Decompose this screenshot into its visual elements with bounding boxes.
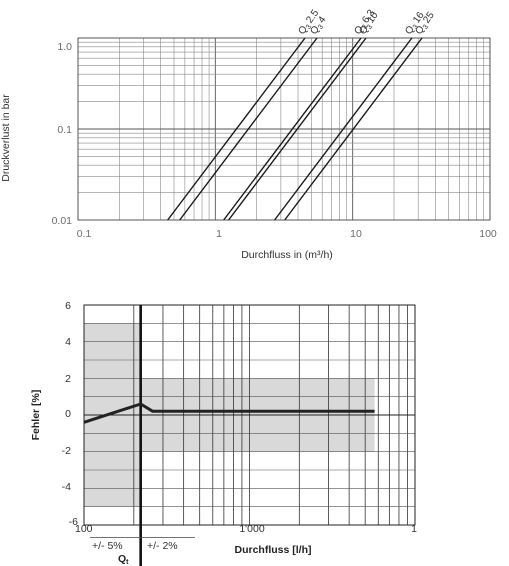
top-plot-frame [77,37,491,221]
bottom-y-tick-3: 0 [65,408,71,420]
top-series-group [167,37,423,221]
q-sub: t [126,559,129,566]
bottom-y-tick-1: 4 [65,336,71,348]
bottom-y-tick-6: -6 [69,516,78,528]
bottom-y-axis-label: Fehler [%] [30,390,42,441]
transition-flow-label: Qt [118,553,129,566]
top-x-axis-label: Durchfluss in (m³/h) [241,249,333,261]
bottom-y-tick-0: 6 [65,300,71,312]
top-series-line-2 [223,37,362,221]
error-curve [83,402,375,424]
q-main: Q [118,553,126,565]
bottom-x-tick-1: 1'000 [239,523,265,535]
top-x-tick-2: 10 [350,228,362,240]
bottom-plot-frame [83,304,416,526]
top-grid [78,38,490,220]
top-y-tick-2: 1.0 [57,41,72,53]
top-x-tick-0: 0.1 [77,228,92,240]
bottom-y-tick-5: -4 [62,481,71,493]
top-series-line-5 [284,37,423,221]
left-tolerance-label: +/- 5% [92,540,123,552]
top-series-line-0 [167,37,306,221]
bottom-y-tick-2: 2 [65,373,71,385]
top-y-tick-0: 0.01 [52,215,73,227]
top-y-axis-label: Druckverlust in bar [0,94,12,182]
bottom-x-tick-0: 100 [75,523,93,535]
bottom-grid [84,305,415,525]
top-series-line-4 [274,37,413,221]
error-curve-chart: 6 4 2 0 -2 -4 -6 100 1'000 1 +/- 5% +/- … [30,300,417,566]
right-tolerance-label: +/- 2% [147,540,178,552]
top-series-line-1 [179,37,318,221]
top-series-line-3 [228,37,367,221]
bottom-x-axis-label: Durchfluss [l/h] [234,544,311,556]
top-series-label-1: Q34 [308,14,329,37]
bottom-x-tick-2: 1 [411,523,417,535]
top-x-tick-1: 1 [216,228,222,240]
top-x-tick-3: 100 [479,228,497,240]
bottom-y-tick-4: -2 [62,445,71,457]
top-y-tick-1: 0.1 [57,124,72,136]
